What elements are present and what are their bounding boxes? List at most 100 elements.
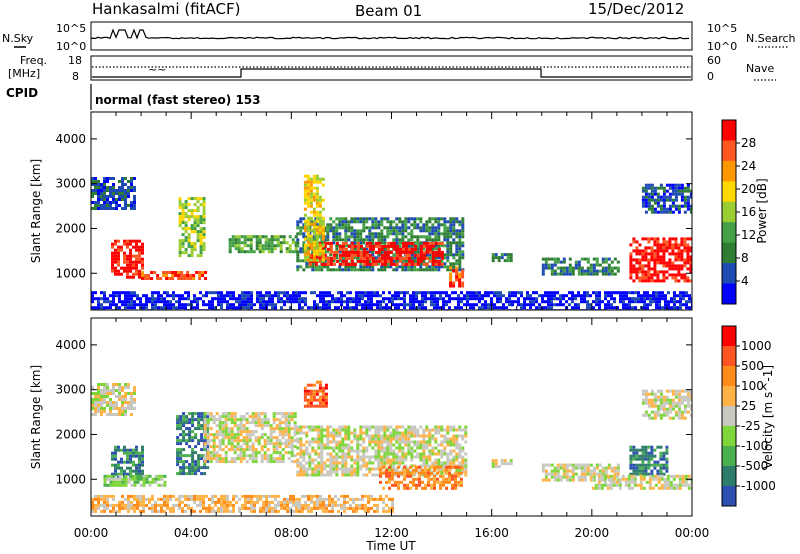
velocity-cell — [242, 442, 246, 446]
power-cell — [433, 303, 436, 307]
power-cell — [475, 291, 478, 295]
velocity-cell — [230, 436, 234, 440]
power-cell — [286, 291, 289, 295]
power-cell — [616, 291, 619, 295]
velocity-cell — [124, 401, 127, 404]
power-cell — [434, 259, 438, 263]
power-cell — [322, 303, 325, 307]
power-cell — [635, 267, 639, 271]
power-cell — [667, 303, 670, 307]
power-cell — [674, 198, 678, 202]
velocity-cell — [314, 440, 318, 444]
power-cell — [647, 195, 651, 199]
velocity-cell — [347, 449, 351, 453]
power-cell — [388, 306, 391, 310]
power-cell — [315, 180, 319, 184]
power-cell — [118, 306, 121, 310]
power-region-2 — [141, 271, 208, 280]
power-cell — [309, 243, 313, 247]
velocity-cell — [302, 425, 306, 429]
velocity-cell — [386, 446, 390, 450]
velocity-cell — [218, 445, 222, 449]
power-cell — [202, 197, 206, 201]
power-cell — [306, 198, 310, 202]
velocity-cell — [347, 452, 351, 456]
velocity-cell — [500, 462, 504, 466]
velocity-cell — [311, 461, 315, 465]
power-cell — [368, 238, 372, 242]
power-cell — [455, 278, 459, 282]
power-cell — [217, 300, 220, 304]
velocity-cell — [326, 458, 330, 462]
power-cell — [244, 297, 247, 301]
power-cell — [312, 207, 316, 211]
velocity-cell — [464, 473, 468, 477]
power-cell — [315, 228, 319, 232]
power-colorbar-tick: 28 — [741, 136, 756, 150]
power-cell — [433, 300, 436, 304]
velocity-cell — [335, 473, 339, 477]
power-cell — [668, 237, 672, 241]
velocity-cell — [185, 439, 189, 443]
power-cell — [455, 269, 459, 273]
power-cell — [129, 257, 132, 261]
power-cell — [628, 297, 631, 301]
power-cell — [574, 303, 577, 307]
power-cell — [487, 306, 490, 310]
power-cell — [559, 266, 563, 270]
power-cell — [117, 254, 120, 258]
velocity-cell — [118, 410, 121, 413]
power-cell — [356, 232, 360, 236]
velocity-cell — [553, 472, 557, 476]
velocity-cell — [430, 477, 433, 481]
velocity-cell — [260, 445, 264, 449]
power-cell — [592, 300, 595, 304]
power-cell — [398, 226, 402, 230]
power-cell — [100, 207, 103, 210]
power-cell — [395, 238, 399, 242]
velocity-cell — [115, 477, 119, 481]
velocity-cell — [406, 468, 409, 472]
velocity-cell — [296, 461, 300, 465]
velocity-cell — [139, 474, 143, 478]
power-cell — [184, 230, 188, 234]
power-cell — [115, 207, 118, 210]
power-cell — [683, 195, 687, 199]
velocity-cell — [206, 445, 210, 449]
power-cell — [679, 294, 682, 298]
power-cell — [425, 244, 429, 248]
velocity-cell — [141, 445, 144, 449]
velocity-cell — [284, 442, 288, 446]
power-cell — [320, 262, 324, 266]
velocity-cell — [460, 471, 463, 475]
velocity-cell — [245, 412, 249, 416]
power-cell — [340, 291, 343, 295]
power-cell — [361, 291, 364, 295]
power-cell — [373, 303, 376, 307]
power-cell — [662, 249, 666, 253]
velocity-cell — [148, 480, 152, 484]
power-cell — [370, 306, 373, 310]
power-cell — [157, 300, 160, 304]
velocity-cell — [324, 401, 328, 405]
power-cell — [677, 270, 681, 274]
power-cell — [199, 233, 203, 237]
power-cell — [388, 300, 391, 304]
velocity-cell — [133, 398, 136, 401]
power-cell — [640, 300, 643, 304]
velocity-cell — [200, 418, 204, 422]
power-cell — [181, 215, 185, 219]
power-cell — [172, 294, 175, 298]
velocity-cell — [404, 443, 408, 447]
power-cell — [404, 217, 408, 221]
velocity-cell — [436, 471, 439, 475]
power-cell — [186, 271, 190, 274]
power-cell — [436, 300, 439, 304]
power-cell — [97, 201, 100, 204]
power-cell — [541, 297, 544, 301]
velocity-cell — [365, 428, 369, 432]
power-cell — [514, 291, 517, 295]
power-cell — [124, 192, 127, 195]
power-cell — [187, 218, 191, 222]
power-cell — [356, 241, 360, 245]
